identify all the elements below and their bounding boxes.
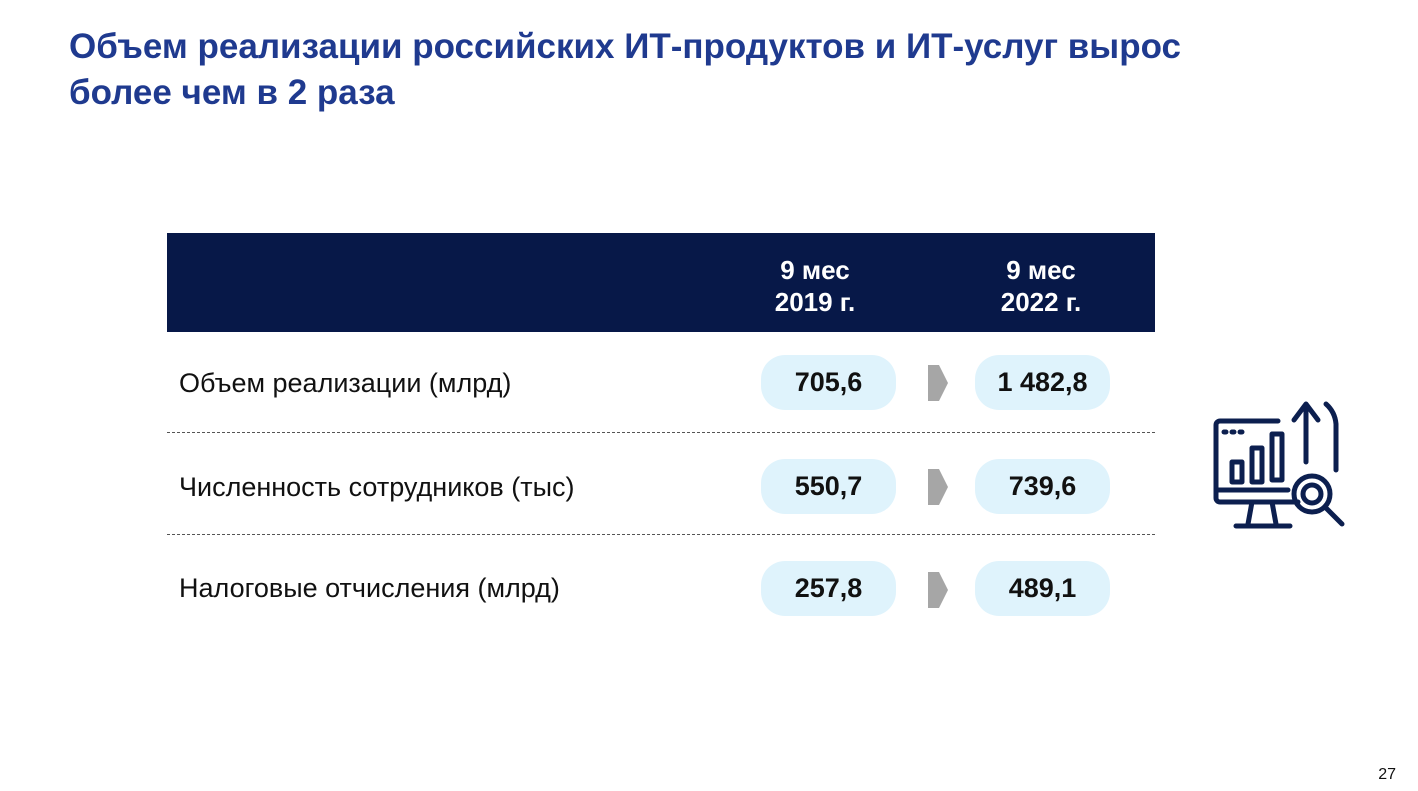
column-header-2022-period: 9 мес (1006, 255, 1076, 285)
value-2019-taxes: 257,8 (761, 561, 896, 616)
page-number: 27 (1378, 766, 1396, 783)
value-2022-employees: 739,6 (975, 459, 1110, 514)
value-2019-employees: 550,7 (761, 459, 896, 514)
title-line-1: Объем реализации российских ИТ-продуктов… (69, 27, 1181, 66)
row-label-taxes: Налоговые отчисления (млрд) (179, 573, 560, 603)
value-2022-sales-volume: 1 482,8 (975, 355, 1110, 410)
arrow-right-icon (928, 365, 948, 401)
column-header-2019: 9 мес 2019 г. (725, 254, 905, 318)
value-2019-sales-volume: 705,6 (761, 355, 896, 410)
page-title: Объем реализации российских ИТ-продуктов… (69, 24, 1369, 116)
column-header-2022: 9 мес 2022 г. (951, 254, 1131, 318)
column-header-2022-year: 2022 г. (1000, 287, 1082, 317)
title-line-2: более чем в 2 раза (69, 73, 395, 112)
column-header-2019-year: 2019 г. (774, 287, 856, 317)
row-label-employees: Численность сотрудников (тыс) (179, 472, 575, 502)
column-header-2019-period: 9 мес (780, 255, 850, 285)
arrow-right-icon (928, 469, 948, 505)
row-divider (167, 432, 1155, 433)
analytics-monitor-icon (1213, 401, 1345, 529)
row-divider (167, 534, 1155, 535)
arrow-right-icon (928, 572, 948, 608)
value-2022-taxes: 489,1 (975, 561, 1110, 616)
row-label-sales-volume: Объем реализации (млрд) (179, 368, 512, 398)
table-header (167, 233, 1155, 332)
